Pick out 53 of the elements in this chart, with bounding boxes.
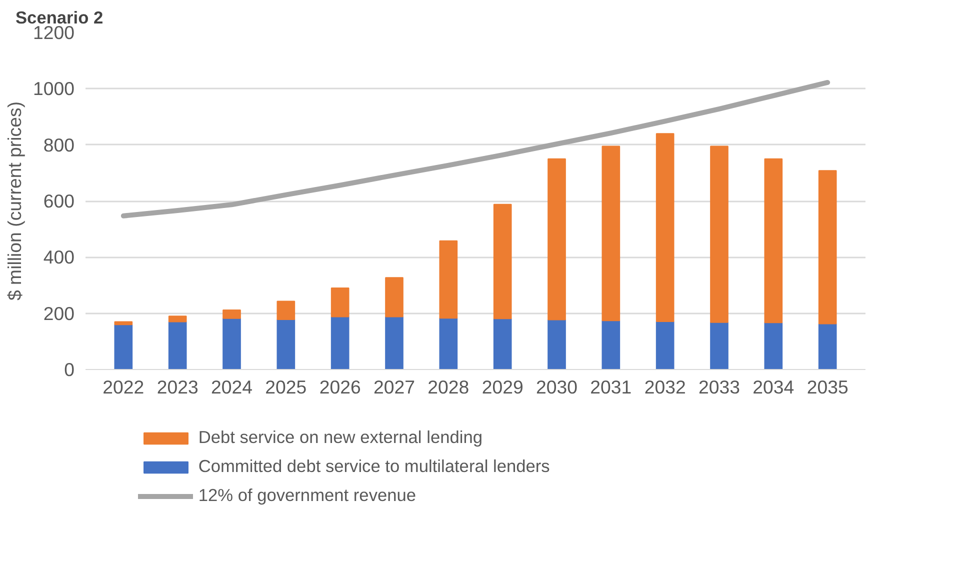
x-tick-label: 2025 <box>265 376 307 398</box>
bar <box>818 323 837 370</box>
legend-label: Committed debt service to multilateral lenders <box>198 456 550 477</box>
y-tick-label: 200 <box>43 302 75 324</box>
bar <box>548 158 566 320</box>
bar <box>168 321 187 370</box>
bar <box>818 170 837 324</box>
bar <box>385 277 404 318</box>
bar <box>330 316 350 370</box>
x-tick-label: 2035 <box>806 376 848 398</box>
bar <box>602 146 620 322</box>
bar <box>710 146 728 323</box>
bar <box>764 322 783 370</box>
y-tick-label: 600 <box>43 190 75 212</box>
y-tick-label: 0 <box>64 359 75 380</box>
bar <box>330 288 350 318</box>
bar <box>764 158 783 324</box>
x-tick-label: 2028 <box>428 376 470 398</box>
x-tick-label: 2026 <box>319 376 361 398</box>
y-tick-label: 800 <box>43 134 75 156</box>
x-tick-label: 2032 <box>644 376 686 398</box>
bar <box>276 300 296 320</box>
x-tick-label: 2031 <box>590 376 632 398</box>
bar <box>168 316 187 322</box>
y-tick-label: 1000 <box>32 78 75 100</box>
bar <box>656 320 674 370</box>
bar <box>493 318 512 370</box>
x-tick-label: 2024 <box>211 376 253 398</box>
x-tick-label: 2022 <box>102 376 144 398</box>
x-tick-label: 2029 <box>482 376 524 398</box>
bar <box>656 133 674 322</box>
bar <box>548 319 566 370</box>
bar <box>493 204 512 320</box>
bar <box>114 321 133 326</box>
x-tick-label: 2030 <box>536 376 578 398</box>
bar <box>222 309 241 319</box>
x-tick-label: 2023 <box>156 376 198 398</box>
bar <box>222 318 241 370</box>
bar <box>439 318 458 370</box>
bar <box>114 324 133 370</box>
legend-label: Debt service on new external lending <box>198 427 482 448</box>
legend-label: 12% of government revenue <box>198 485 416 506</box>
x-tick-label: 2034 <box>752 376 794 398</box>
bar <box>385 316 404 370</box>
bar <box>602 320 620 370</box>
y-tick-label: 400 <box>43 246 75 268</box>
bar <box>710 322 728 370</box>
bar <box>439 240 458 319</box>
y-axis-title: $ million (current prices) <box>4 101 25 301</box>
x-tick-label: 2027 <box>374 376 416 398</box>
x-tick-label: 2033 <box>698 376 740 398</box>
chart-title: Scenario 2 <box>16 8 104 28</box>
bar <box>276 319 296 370</box>
